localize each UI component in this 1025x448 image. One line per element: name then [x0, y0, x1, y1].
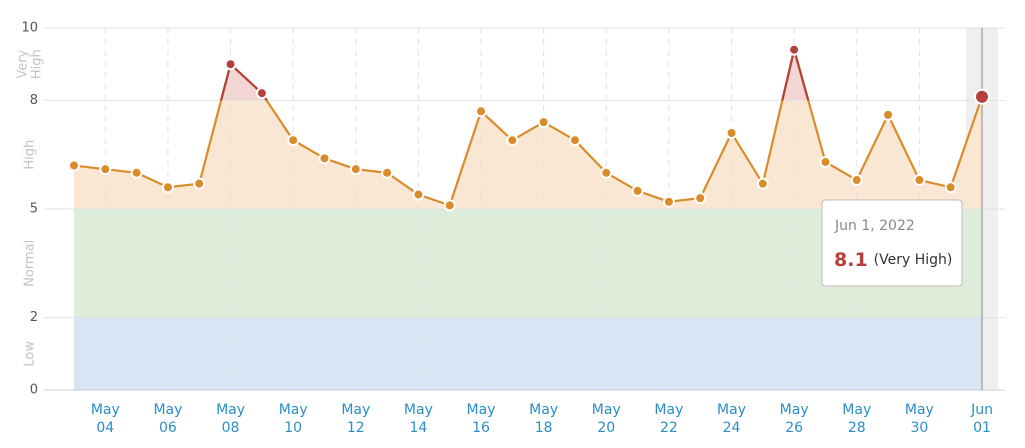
- point: [475, 105, 488, 118]
- point: [443, 199, 456, 212]
- point: [568, 134, 581, 147]
- point: [819, 155, 832, 168]
- band-label: High: [23, 140, 38, 170]
- point: [756, 177, 769, 190]
- x-tick-label: May: [842, 402, 871, 418]
- x-tick-label: 08: [222, 420, 240, 436]
- band-label: High: [30, 49, 45, 79]
- tooltip-title: Jun 1, 2022: [834, 218, 915, 234]
- band: [74, 49, 982, 101]
- y-tick-label: 0: [30, 383, 38, 398]
- band: [74, 100, 982, 209]
- point: [725, 126, 738, 139]
- x-tick-label: 12: [347, 420, 365, 436]
- x-tick-label: Jun: [970, 402, 993, 418]
- point: [662, 195, 675, 208]
- x-tick-label: May: [529, 402, 558, 418]
- point: [161, 181, 174, 194]
- y-tick-label: 5: [30, 202, 38, 217]
- point: [68, 159, 80, 172]
- band-label: Normal: [23, 240, 38, 287]
- point: [944, 181, 957, 194]
- x-tick-label: May: [279, 402, 308, 418]
- x-tick-label: 20: [597, 420, 615, 436]
- x-tick-label: May: [905, 402, 934, 418]
- x-tick-label: May: [404, 402, 433, 418]
- x-tick-label: May: [341, 402, 370, 418]
- point: [694, 192, 707, 205]
- point: [318, 152, 331, 165]
- x-tick-label: May: [216, 402, 245, 418]
- point: [788, 43, 801, 56]
- point: [913, 174, 926, 187]
- x-tick-label: 24: [723, 420, 741, 436]
- x-tick-label: May: [467, 402, 496, 418]
- x-tick-label: 14: [409, 420, 427, 436]
- band: [74, 317, 982, 390]
- x-tick-label: May: [592, 402, 621, 418]
- x-tick-label: May: [91, 402, 120, 418]
- x-tick-label: 04: [96, 420, 114, 436]
- point: [224, 58, 237, 71]
- x-tick-label: May: [780, 402, 809, 418]
- point: [974, 88, 990, 105]
- point: [600, 166, 613, 179]
- point: [506, 134, 519, 147]
- x-tick-label: 06: [159, 420, 177, 436]
- point: [381, 166, 394, 179]
- x-tick-label: 01: [973, 420, 991, 436]
- x-tick-label: 26: [785, 420, 803, 436]
- point: [193, 177, 206, 190]
- series-line-high: [219, 49, 984, 101]
- point: [850, 174, 863, 187]
- tooltip: Jun 1, 2022 8.1 (Very High): [821, 199, 963, 287]
- y-tick-label: 10: [21, 21, 38, 36]
- point: [882, 108, 895, 121]
- x-tick-label: May: [717, 402, 746, 418]
- x-tick-label: May: [654, 402, 683, 418]
- x-tick-label: 22: [660, 420, 678, 436]
- band-label: Low: [23, 341, 38, 367]
- point: [130, 166, 143, 179]
- tooltip-level: (Very High): [874, 252, 953, 268]
- point: [537, 116, 550, 129]
- tooltip-box: [821, 199, 963, 287]
- x-tick-label: 28: [848, 420, 866, 436]
- point: [631, 184, 644, 197]
- tooltip-number: 8.1: [834, 249, 868, 271]
- x-tick-label: 30: [910, 420, 928, 436]
- point: [287, 134, 300, 147]
- point: [412, 188, 425, 201]
- y-tick-label: 8: [30, 93, 38, 108]
- x-tick-label: 16: [472, 420, 490, 436]
- point: [255, 87, 268, 100]
- x-tick-label: May: [153, 402, 182, 418]
- band-label: Very: [16, 49, 31, 78]
- x-tick-label: 18: [535, 420, 553, 436]
- tooltip-value: 8.1 (Very High): [834, 249, 952, 271]
- point: [349, 163, 362, 176]
- point: [99, 163, 112, 176]
- x-tick-label: 10: [284, 420, 302, 436]
- y-tick-label: 2: [30, 310, 38, 325]
